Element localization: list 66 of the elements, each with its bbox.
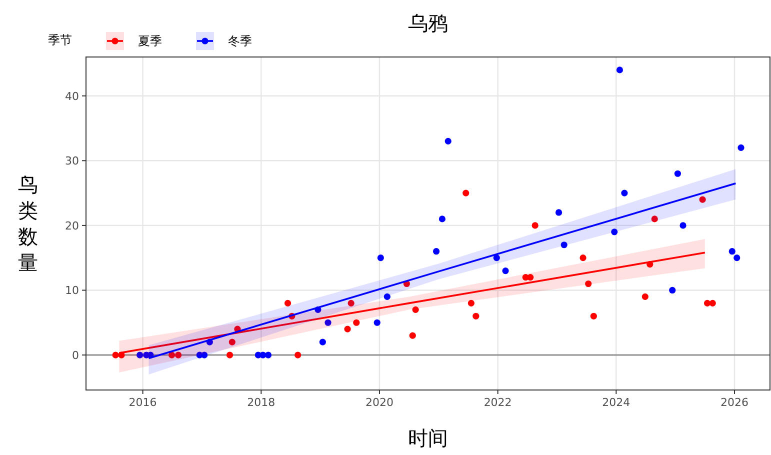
point	[468, 300, 474, 306]
point	[611, 228, 618, 236]
point	[502, 267, 509, 274]
point	[555, 209, 562, 216]
point	[699, 196, 706, 203]
point	[560, 242, 568, 248]
point	[651, 216, 658, 222]
y-tick-label: 0	[72, 349, 79, 362]
point	[669, 286, 676, 294]
x-axis-title: 时间	[408, 426, 448, 450]
point	[444, 138, 452, 145]
point	[136, 352, 144, 358]
legend-label: 冬季	[228, 34, 252, 48]
y-tick-label: 10	[65, 284, 79, 298]
point	[432, 248, 440, 255]
point	[709, 300, 716, 306]
point	[590, 312, 597, 320]
legend-label: 夏季	[138, 34, 162, 48]
point	[738, 144, 744, 151]
x-tick-label: 2016	[128, 396, 157, 409]
y-tick-label: 30	[65, 154, 79, 168]
point	[264, 352, 272, 358]
point	[284, 300, 292, 306]
point	[642, 293, 648, 300]
point	[319, 338, 326, 346]
y-axis-title: 鸟类数量	[18, 172, 38, 274]
y-tick-label: 40	[65, 90, 79, 103]
point	[324, 319, 332, 326]
legend-title: 季节	[48, 33, 72, 47]
chart-title: 乌鸦	[408, 11, 448, 35]
point	[472, 312, 480, 320]
point	[201, 352, 208, 358]
point	[527, 274, 534, 281]
point	[353, 319, 360, 326]
point	[377, 254, 384, 262]
point	[384, 293, 390, 300]
point	[294, 352, 302, 358]
point	[438, 216, 446, 222]
x-tick-label: 2024	[602, 396, 630, 409]
point	[493, 254, 500, 262]
y-tick-label: 20	[65, 219, 79, 232]
point	[585, 280, 592, 288]
point	[168, 352, 176, 358]
point	[409, 332, 416, 339]
point	[462, 190, 470, 196]
point	[616, 66, 624, 74]
point	[704, 300, 711, 306]
point	[580, 254, 586, 262]
point	[175, 352, 182, 358]
point	[112, 352, 119, 358]
point	[621, 190, 628, 196]
point	[374, 319, 380, 326]
point	[228, 338, 236, 346]
point	[734, 254, 740, 262]
point	[680, 222, 686, 229]
x-tick-label: 2026	[720, 396, 748, 409]
x-tick-label: 2020	[365, 396, 394, 409]
x-tick-label: 2022	[484, 396, 512, 409]
x-tick-label: 2018	[247, 396, 276, 409]
point	[728, 248, 736, 255]
point	[348, 300, 354, 306]
point	[532, 222, 538, 229]
point	[226, 352, 234, 358]
point	[412, 306, 419, 313]
point	[344, 326, 351, 332]
point	[674, 170, 681, 177]
